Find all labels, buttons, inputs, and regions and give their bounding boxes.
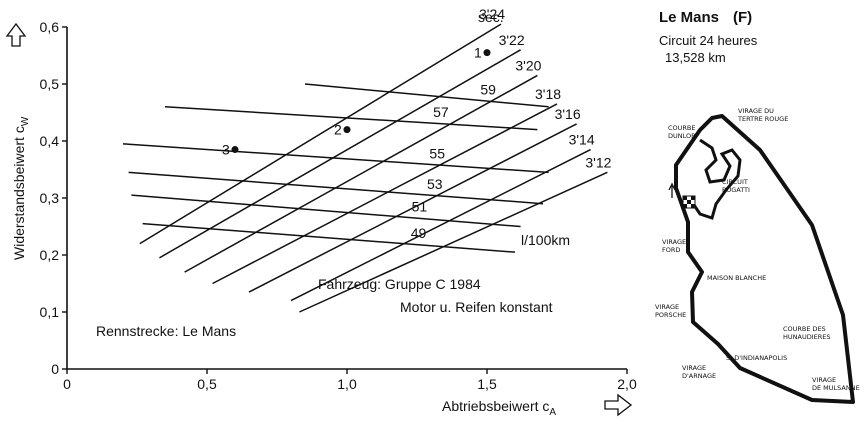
y-tick-label: 0,3 [40,190,60,206]
y-axis-label: Widerstandsbeiwert cW [11,116,31,260]
label-porsche: VIRAGE PORSCHE [655,303,686,319]
lap-time-line [248,123,577,293]
track-subtitle: Circuit 24 heures [659,33,758,48]
label-arnage: VIRAGE D'ARNAGE [682,364,716,380]
consumption-line [142,222,516,253]
consumption-label: 55 [429,145,445,161]
data-point-2 [343,126,351,134]
x-tick-label: 1,0 [337,376,357,392]
label-ford: VIRAGE FORD [662,238,686,254]
consumption-label: 49 [411,225,427,241]
y-tick-label: 0,4 [40,133,60,149]
label-dunlop: COURBE DUNLOP [668,124,696,140]
x-tick-label: 0,5 [197,376,217,392]
lap-time-label: 3'16 [555,106,581,122]
x-tick-label: 1,5 [477,376,497,392]
lap-time-label: 3'12 [585,154,611,170]
bugatti-circuit-icon [692,138,742,220]
engine-note: Motor u. Reifen konstant [400,299,553,315]
y-tick-label: 0,2 [40,247,60,263]
data-point-label: 3 [222,142,230,158]
data-point-1 [483,49,491,57]
label-tertre-rouge: VIRAGE DU TERTRE ROUGE [737,107,788,123]
consumption-line [164,106,538,131]
data-point-label: 2 [334,122,342,138]
consumption-label: 57 [433,104,449,120]
y-tick-label: 0,6 [40,19,60,35]
x-axis-label: Abtriebsbeiwert cA [442,398,556,418]
label-maison-blanche: MAISON BLANCHE [707,274,766,282]
consumption-label: 53 [427,176,443,192]
track-title: Le Mans [659,9,719,26]
lap-time-unit-label: sec. [478,9,504,25]
track-map: Le Mans (F) Circuit 24 heures 13,528 km … [655,9,860,404]
x-tick-label: 2,0 [617,376,637,392]
lap-time-line [159,49,521,259]
consumption-line [131,194,521,228]
label-mulsanne: VIRAGE DE MULSANNE [812,376,860,392]
lap-time-label: 3'24 [479,6,505,22]
y-tick-label: 0,5 [40,76,60,92]
lap-time-label: 3'18 [535,86,561,102]
data-point-3 [231,146,239,154]
checkered-flag-icon [682,195,696,209]
circuit-outline [674,114,855,404]
consumption-unit-label: l/100km [521,232,570,248]
lap-time-line [139,23,502,245]
lap-time-line [212,103,558,285]
lap-time-line [184,74,538,273]
direction-arrow-icon [668,182,676,198]
vehicle-note: Fahrzeug: Gruppe C 1984 [318,276,481,292]
y-tick-label: 0 [51,361,59,377]
track-note: Rennstrecke: Le Mans [96,323,236,339]
lap-time-label: 3'14 [569,132,595,148]
label-hunaudieres: COURBE DES HUNAUDIERES [783,325,831,341]
track-length: 13,528 km [665,50,726,65]
lap-time-lines: 3'24 3'22 3'20 3'18 3'16 3'14 3'12 [139,6,612,313]
x-axis-arrow-icon [604,393,633,417]
consumption-line [128,171,544,205]
consumption-line [304,83,549,108]
consumption-label: 59 [480,81,496,97]
lap-time-line [290,148,591,302]
lap-time-label: 3'20 [515,57,541,73]
label-bugatti: CIRCUIT BUGATTI [722,178,750,194]
lap-time-line [299,171,608,313]
consumption-line [122,143,549,174]
track-country: (F) [733,9,752,26]
lap-time-label: 3'22 [499,32,525,48]
x-tick-label: 0 [63,376,71,392]
y-axis-arrow-icon [5,22,27,47]
data-point-label: 1 [474,45,482,61]
label-indianapolis: S. D'INDIANAPOLIS [726,354,787,362]
consumption-label: 51 [412,199,428,215]
y-tick-label: 0,1 [40,304,60,320]
chart-axes: 0 0,1 0,2 0,3 0,4 0,5 0,6 0 0,5 1,0 1,5 2,0 [40,19,637,392]
data-points: 1 2 3 [222,45,491,158]
consumption-lines: 59 57 55 53 51 49 [122,81,549,253]
